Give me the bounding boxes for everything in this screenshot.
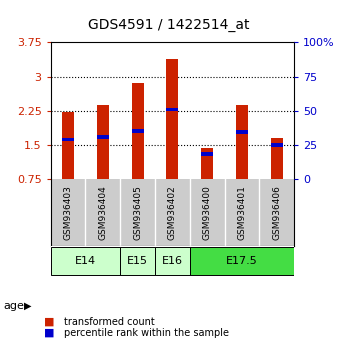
Bar xyxy=(131,84,144,179)
Text: age: age xyxy=(3,301,24,311)
Bar xyxy=(155,247,190,275)
Bar xyxy=(190,247,294,275)
Bar xyxy=(166,108,178,111)
Text: percentile rank within the sample: percentile rank within the sample xyxy=(64,328,229,338)
Text: ■: ■ xyxy=(44,317,54,327)
Text: GSM936405: GSM936405 xyxy=(133,185,142,240)
Bar xyxy=(201,152,213,156)
Bar xyxy=(120,247,155,275)
Bar xyxy=(62,112,74,179)
Bar xyxy=(97,135,109,138)
Text: GSM936401: GSM936401 xyxy=(237,185,246,240)
Text: E17.5: E17.5 xyxy=(226,256,258,266)
Text: transformed count: transformed count xyxy=(64,317,155,327)
Text: ■: ■ xyxy=(44,328,54,338)
Text: GSM936406: GSM936406 xyxy=(272,185,281,240)
Text: GSM936402: GSM936402 xyxy=(168,185,177,240)
Bar xyxy=(201,148,213,179)
Bar xyxy=(62,138,74,141)
Bar xyxy=(131,130,144,133)
Text: E15: E15 xyxy=(127,256,148,266)
Text: GDS4591 / 1422514_at: GDS4591 / 1422514_at xyxy=(88,18,250,32)
Text: GSM936403: GSM936403 xyxy=(64,185,73,240)
Bar xyxy=(271,143,283,147)
Bar xyxy=(236,105,248,179)
Text: GSM936400: GSM936400 xyxy=(203,185,212,240)
Bar xyxy=(271,138,283,179)
Bar xyxy=(97,105,109,179)
Bar xyxy=(166,59,178,179)
Text: GSM936404: GSM936404 xyxy=(98,185,107,240)
Text: E14: E14 xyxy=(75,256,96,266)
Bar xyxy=(51,247,120,275)
Text: ▶: ▶ xyxy=(24,301,32,311)
Bar xyxy=(236,130,248,134)
Text: E16: E16 xyxy=(162,256,183,266)
